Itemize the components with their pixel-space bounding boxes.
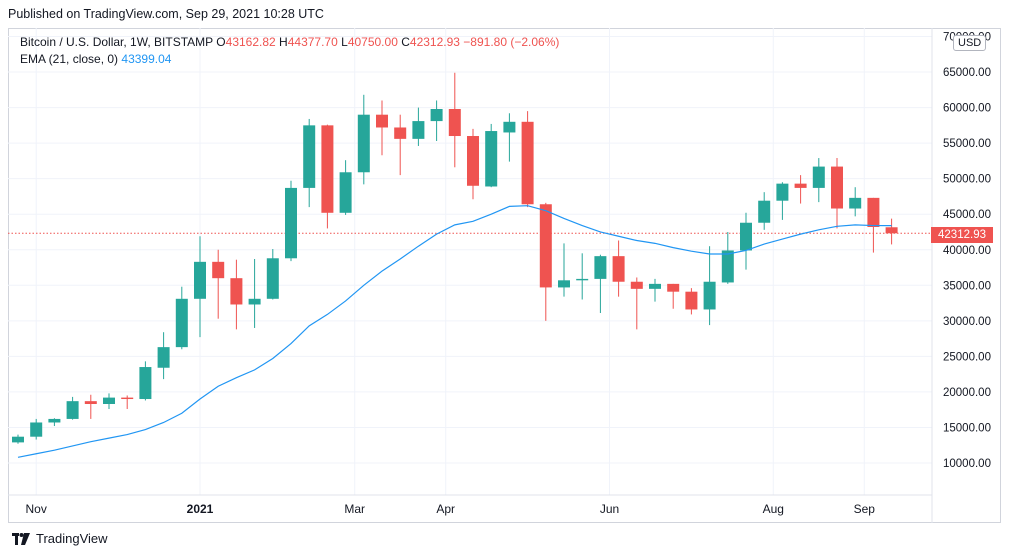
currency-button[interactable]: USD: [953, 35, 987, 51]
candle-body: [139, 367, 152, 400]
x-tick-label: Aug: [763, 502, 784, 516]
candle-body: [758, 200, 771, 223]
candle-body: [321, 125, 334, 213]
candle-body: [594, 256, 607, 279]
symbol-title: Bitcoin / U.S. Dollar, 1W, BITSTAMP: [20, 35, 213, 49]
x-tick-label: Mar: [344, 502, 365, 516]
y-tick-label: 55000.00: [943, 138, 991, 150]
close-label: C: [401, 35, 410, 49]
chart-frame: [8, 28, 1001, 523]
candle-body: [66, 401, 79, 419]
x-tick-label: 2021: [187, 502, 214, 516]
candle-body: [394, 127, 407, 139]
candle-body: [266, 258, 279, 299]
candle-body: [194, 261, 206, 299]
candle-body: [285, 187, 297, 259]
ema-line: [17, 205, 892, 458]
candle-body: [849, 197, 862, 209]
y-tick-label: 25000.00: [943, 351, 991, 363]
y-tick-label: 65000.00: [943, 67, 991, 79]
candle-body: [503, 121, 516, 133]
candle-body: [103, 397, 115, 405]
high-label: H: [279, 35, 288, 49]
symbol-legend[interactable]: Bitcoin / U.S. Dollar, 1W, BITSTAMP O431…: [20, 35, 559, 49]
candle-body: [339, 172, 352, 213]
candle-body: [376, 114, 388, 128]
y-tick-label: 40000.00: [943, 245, 991, 257]
close-value: 42312.93: [409, 35, 460, 49]
y-tick-label: 60000.00: [943, 103, 991, 115]
y-tick-label: 50000.00: [943, 174, 991, 186]
candle-body: [576, 278, 589, 281]
candle-body: [721, 250, 734, 283]
candle-body: [703, 281, 716, 310]
candle-body: [558, 280, 570, 288]
candle-body: [831, 166, 843, 209]
candle-body: [467, 136, 479, 186]
x-tick-label: Nov: [26, 502, 47, 516]
y-tick-label: 30000.00: [943, 316, 991, 328]
last-price-tag: 42312.93: [931, 227, 993, 243]
ema-label: EMA (21, close, 0): [20, 52, 119, 66]
candle-body: [357, 114, 370, 173]
x-tick-label: Apr: [436, 502, 455, 516]
x-tick-label: Sep: [854, 502, 876, 516]
candle-body: [612, 256, 625, 282]
x-axis-labels: Nov 2021 Mar Apr Jun Aug Sep: [26, 502, 876, 516]
candle-body: [248, 298, 261, 305]
candle-body: [30, 422, 43, 437]
change-value: −891.80 (−2.06%): [463, 35, 560, 49]
footer-brand[interactable]: TradingView: [12, 531, 108, 546]
candle-body: [230, 278, 243, 305]
ema-value: 43399.04: [121, 52, 172, 66]
candle-body: [448, 109, 461, 137]
candle-body: [175, 298, 188, 348]
candle-body: [667, 283, 680, 292]
candle-body: [649, 283, 661, 289]
candle-body: [794, 183, 807, 188]
candle-body: [84, 401, 97, 405]
open-value: 43162.82: [225, 35, 276, 49]
candle-body: [867, 197, 880, 228]
candle-body: [212, 261, 225, 279]
published-caption: Published on TradingView.com, Sep 29, 20…: [8, 7, 324, 21]
y-axis-labels: 10000.00 15000.00 20000.00 25000.00 30000.00…: [943, 32, 991, 471]
candle-body: [630, 281, 643, 289]
y-tick-label: 15000.00: [943, 422, 991, 434]
high-value: 44377.70: [287, 35, 338, 49]
tradingview-logo-icon: [12, 532, 30, 545]
candlestick-chart[interactable]: 10000.00 15000.00 20000.00 25000.00 30000.00…: [8, 28, 1001, 523]
candle-body: [12, 436, 24, 443]
x-tick-label: Jun: [600, 502, 619, 516]
candle-body: [48, 418, 61, 423]
open-label: O: [216, 35, 226, 49]
chart-grid: [8, 28, 932, 495]
candle-body: [521, 121, 534, 205]
candle-body: [740, 222, 752, 251]
candle-body: [685, 291, 698, 310]
y-tick-label: 20000.00: [943, 387, 991, 399]
candle-body: [430, 109, 443, 122]
candles-layer: [12, 72, 898, 444]
candle-body: [539, 204, 552, 288]
candle-body: [812, 166, 825, 188]
candle-body: [303, 125, 316, 188]
ema-legend[interactable]: EMA (21, close, 0) 43399.04: [20, 52, 171, 66]
low-value: 40750.00: [347, 35, 398, 49]
candle-body: [121, 397, 134, 400]
low-label: L: [341, 35, 348, 49]
candle-body: [157, 347, 170, 368]
candle-body: [776, 183, 789, 201]
footer-brand-label: TradingView: [36, 531, 108, 546]
candle-body: [885, 227, 898, 234]
y-tick-label: 45000.00: [943, 209, 991, 221]
candle-body: [412, 121, 425, 139]
candle-body: [485, 131, 498, 187]
y-tick-label: 35000.00: [943, 280, 991, 292]
y-tick-label: 10000.00: [943, 458, 991, 470]
